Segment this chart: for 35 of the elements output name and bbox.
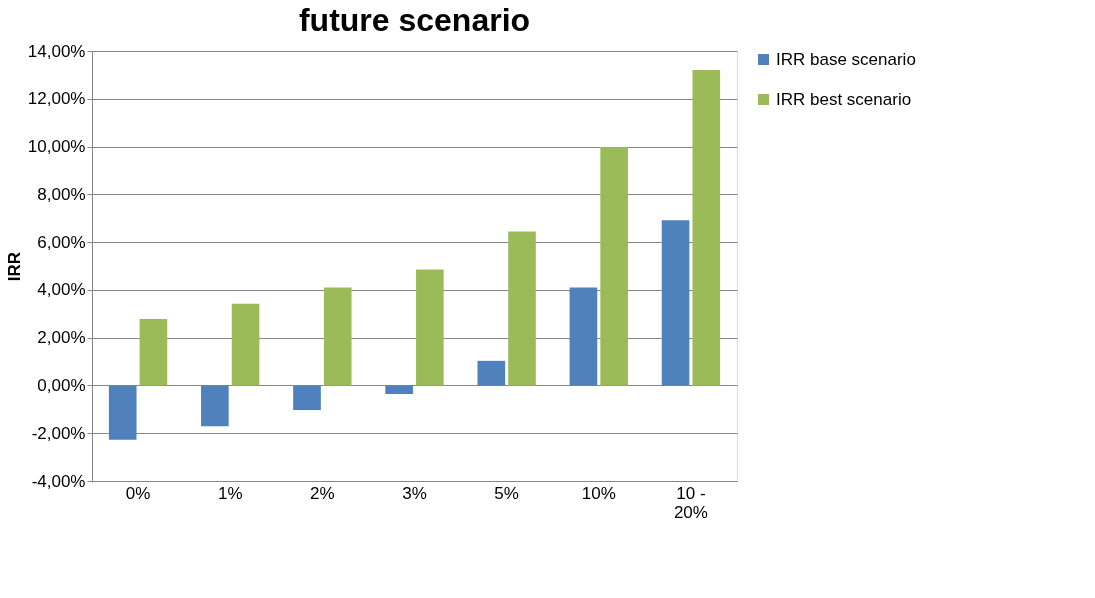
bar: [416, 269, 444, 386]
bar: [201, 385, 229, 427]
y-tick-label: -4,00%: [31, 471, 86, 491]
bar: [139, 319, 168, 386]
bar: [477, 360, 506, 386]
y-tick-label: 0,00%: [37, 375, 86, 395]
x-tick-label: 1%: [217, 483, 243, 503]
legend-label: IRR base scenario: [776, 49, 916, 69]
bar: [293, 385, 321, 411]
x-tick-label: 0%: [125, 483, 151, 503]
y-tick-label: 8,00%: [37, 184, 86, 204]
x-tick-label: 2%: [310, 483, 335, 503]
bar: [385, 385, 413, 395]
bar: [600, 147, 628, 386]
bar: [508, 231, 536, 386]
y-tick-label: -2,00%: [31, 423, 86, 443]
y-tick-label: 14,00%: [27, 41, 86, 61]
y-axis-title: IRR: [4, 251, 24, 282]
bar: [661, 220, 690, 386]
bar: [692, 70, 721, 386]
y-tick-label: 6,00%: [37, 232, 86, 252]
bar: [323, 287, 352, 386]
y-tick-label: 12,00%: [27, 89, 86, 109]
bar: [231, 303, 260, 386]
y-tick-label: 4,00%: [37, 280, 86, 300]
y-tick-label: 2,00%: [37, 328, 86, 348]
legend-label: IRR best scenario: [776, 89, 912, 109]
bar: [569, 287, 598, 386]
x-tick-label: 10%: [581, 483, 616, 503]
y-tick-label: 10,00%: [27, 137, 86, 157]
chart-title: future scenario: [298, 2, 531, 38]
x-tick-label: 3%: [402, 483, 427, 503]
x-tick-label: 5%: [494, 483, 519, 503]
x-tick-label: 10 - 20%: [673, 483, 708, 522]
bar: [108, 385, 137, 440]
